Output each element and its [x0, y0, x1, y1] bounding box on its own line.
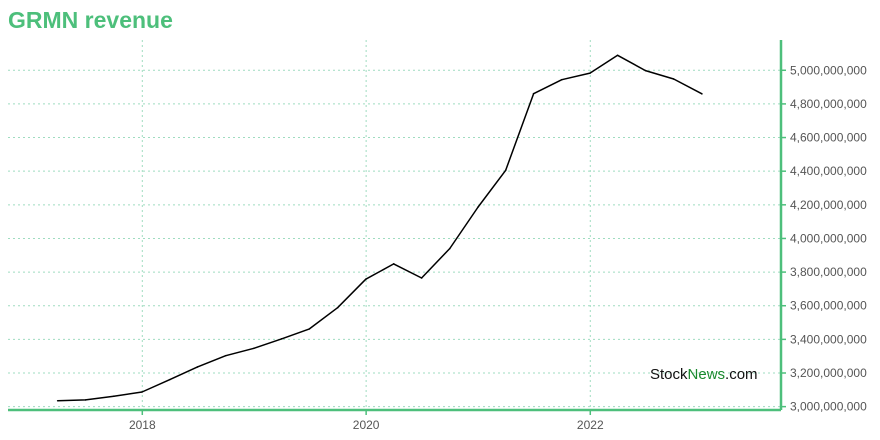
- data-point: [280, 338, 283, 340]
- y-tick-label: 3,800,000,000: [790, 265, 867, 279]
- x-tick-label: 2022: [577, 418, 604, 432]
- data-point: [616, 54, 619, 57]
- y-tick-label: 4,800,000,000: [790, 97, 867, 111]
- data-point: [392, 263, 395, 265]
- y-tick-label: 4,200,000,000: [790, 198, 867, 212]
- y-tick-label: 3,000,000,000: [790, 400, 867, 414]
- tick-labels: 3,000,000,000 3,200,000,000 3,400,000,000 3…: [129, 63, 867, 432]
- data-point: [224, 354, 227, 357]
- data-point: [701, 93, 703, 95]
- y-tick-label: 4,000,000,000: [790, 231, 867, 245]
- chart-title: GRMN revenue: [8, 7, 173, 33]
- data-point: [560, 78, 563, 81]
- revenue-series-line: [57, 54, 703, 402]
- data-point: [504, 169, 507, 172]
- y-tick-label: 4,600,000,000: [790, 131, 867, 145]
- data-point: [420, 277, 423, 279]
- data-point: [308, 328, 311, 330]
- data-point: [449, 247, 451, 250]
- data-point: [532, 92, 535, 95]
- data-point: [84, 399, 87, 401]
- watermark-stock: Stock: [650, 366, 688, 383]
- data-point: [644, 69, 647, 72]
- axes: [8, 40, 786, 415]
- data-point: [196, 366, 199, 368]
- y-tick-label: 3,200,000,000: [790, 366, 867, 380]
- x-tick-label: 2018: [129, 418, 156, 432]
- watermark-news: News: [687, 366, 726, 383]
- y-tick-label: 4,400,000,000: [790, 164, 867, 178]
- data-point: [365, 278, 367, 280]
- data-point: [141, 391, 143, 393]
- data-point: [672, 78, 675, 80]
- series-layer: [56, 54, 703, 402]
- data-point: [253, 347, 255, 350]
- x-tick-label: 2020: [353, 418, 380, 432]
- y-tick-label: 3,600,000,000: [790, 299, 867, 313]
- data-point: [168, 378, 171, 381]
- y-tick-label: 5,000,000,000: [790, 63, 867, 77]
- data-point: [112, 395, 115, 398]
- data-point: [477, 206, 479, 208]
- grid-lines: [8, 40, 781, 410]
- data-point: [56, 399, 59, 402]
- stocknews-watermark: StockNews.com: [650, 366, 758, 383]
- data-point: [336, 306, 339, 309]
- y-tick-label: 3,400,000,000: [790, 332, 867, 346]
- data-point: [589, 72, 591, 74]
- watermark-com: .com: [725, 366, 758, 383]
